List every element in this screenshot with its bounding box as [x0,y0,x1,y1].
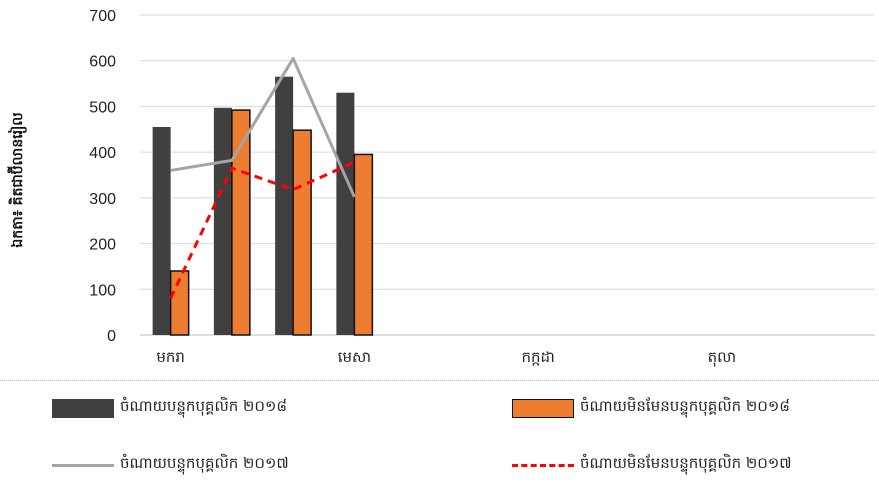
legend-label-staff-2017: ចំណាយបន្ទុកបុគ្គលិក ២០១៧ [120,454,289,472]
legend-separator [0,380,879,381]
legend-swatch-nonstaff-2017 [512,463,574,467]
series-lines [169,56,356,300]
y-tick-label: 500 [89,99,116,116]
y-axis-label: ឯកតា៖ គិតជាប៊ីលានរៀល [7,112,27,247]
y-tick-label: 0 [107,328,116,345]
bar-1-2 [213,107,232,335]
chart: 0 100 200 300 400 500 600 700 មករា មេសា កក្កដា តុល… [7,8,875,367]
bar-2-3 [292,129,312,336]
legend-label-nonstaff-2018: ចំណាយមិនមែនបន្ទុកបុគ្គលិក ២០១៨ [580,397,790,415]
bar-2-4 [353,153,374,336]
gridlines [140,14,875,336]
series-line-4 [169,160,355,300]
bars [152,76,374,336]
legend-item-staff-2018: ចំណាយបន្ទុកបុគ្គលិក ២០១៨ [52,397,287,419]
legend-label-staff-2018: ចំណាយបន្ទុកបុគ្គលិក ២០១៨ [120,397,287,415]
bar-2-1 [169,270,190,336]
y-tick-label: 600 [89,54,116,71]
legend: ចំណាយបន្ទុកបុគ្គលិក ២០១៨ ចំណាយមិនមែនបន្ទ… [0,390,879,489]
y-tick-label: 700 [89,8,116,25]
x-axis-labels: មករា មេសា កក្កដា តុលា [156,348,736,367]
x-tick-label: មេសា [338,348,371,366]
bar-1-4 [336,92,355,335]
legend-label-nonstaff-2017: ចំណាយមិនមែនបន្ទុកបុគ្គលិក ២០១៧ [580,454,792,472]
legend-swatch-staff-2018 [52,398,114,418]
legend-swatch-nonstaff-2018 [512,398,574,418]
legend-item-nonstaff-2018: ចំណាយមិនមែនបន្ទុកបុគ្គលិក ២០១៨ [512,397,790,419]
bar-1-1 [152,127,171,335]
bar-2-2 [231,109,251,336]
x-tick-label: មករា [156,348,185,366]
y-tick-label: 300 [89,191,116,208]
x-tick-label: តុលា [708,348,737,367]
bar-1-3 [275,76,294,335]
y-axis-ticks: 0 100 200 300 400 500 600 700 [89,8,116,345]
legend-item-staff-2017: ចំណាយបន្ទុកបុគ្គលិក ២០១៧ [52,454,289,476]
legend-item-nonstaff-2017: ចំណាយមិនមែនបន្ទុកបុគ្គលិក ២០១៧ [512,454,792,476]
y-tick-label: 200 [89,237,116,254]
y-tick-label: 100 [89,282,116,299]
x-tick-label: កក្កដា [521,348,554,366]
series-line-3 [170,56,356,198]
legend-swatch-staff-2017 [52,463,114,467]
y-tick-label: 400 [89,145,116,162]
